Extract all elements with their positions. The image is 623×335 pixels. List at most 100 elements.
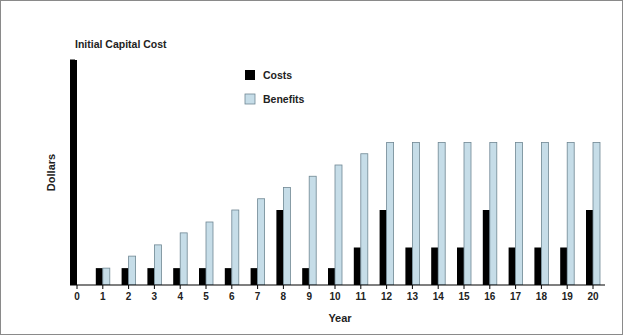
x-tick-label: 10 [329, 291, 341, 302]
bar [431, 248, 438, 286]
x-tick [102, 285, 103, 289]
bar [490, 143, 497, 286]
bar [276, 210, 283, 285]
x-tick [335, 285, 336, 289]
x-tick [206, 285, 207, 289]
bar [129, 256, 136, 285]
bar [173, 268, 180, 285]
bar [302, 268, 309, 285]
bar [387, 143, 394, 286]
y-tick [70, 247, 75, 248]
x-tick-label: 0 [74, 291, 80, 302]
x-tick [464, 285, 465, 289]
legend-swatch [245, 70, 255, 80]
bar [70, 60, 77, 285]
x-tick-label: 19 [562, 291, 574, 302]
bars [70, 60, 600, 285]
x-tick [180, 285, 181, 289]
bar [354, 248, 361, 286]
y-tick [70, 172, 75, 173]
x-tick [541, 285, 542, 289]
y-tick [70, 135, 75, 136]
y-tick [70, 97, 75, 98]
bar [309, 176, 316, 285]
x-tick [567, 285, 568, 289]
x-tick [257, 285, 258, 289]
x-tick-label: 9 [306, 291, 312, 302]
x-tick [309, 285, 310, 289]
bar [335, 165, 342, 285]
x-tick [489, 285, 490, 289]
bar [122, 268, 129, 285]
bar [457, 248, 464, 286]
bar [509, 248, 516, 286]
bar [147, 268, 154, 285]
x-tick-label: 2 [126, 291, 132, 302]
bar [593, 143, 600, 286]
bar [412, 143, 419, 286]
bar [258, 199, 265, 285]
bar [96, 268, 103, 285]
bar [232, 210, 239, 285]
bar [251, 268, 258, 285]
bar [483, 210, 490, 285]
bar [567, 143, 574, 286]
y-tick [70, 210, 75, 211]
x-tick [128, 285, 129, 289]
x-tick [360, 285, 361, 289]
x-tick [77, 285, 78, 289]
bar [206, 222, 213, 285]
bar [586, 210, 593, 285]
legend-label: Benefits [263, 93, 305, 105]
bar [225, 268, 232, 285]
bar [328, 268, 335, 285]
bar [180, 233, 187, 285]
x-tick-label: 14 [433, 291, 445, 302]
legend-label: Costs [263, 69, 292, 81]
x-tick [386, 285, 387, 289]
bar [283, 188, 290, 286]
x-tick-label: 1 [100, 291, 106, 302]
x-tick [438, 285, 439, 289]
x-tick-label: 3 [152, 291, 158, 302]
bar [516, 143, 523, 286]
x-tick [283, 285, 284, 289]
x-tick-label: 16 [484, 291, 496, 302]
x-tick-label: 4 [177, 291, 183, 302]
bar [380, 210, 387, 285]
x-tick-label: 17 [510, 291, 522, 302]
bar [103, 268, 110, 285]
bar [534, 248, 541, 286]
bar [405, 248, 412, 286]
x-tick-label: 11 [356, 291, 367, 302]
y-tick [70, 285, 75, 286]
bar [464, 143, 471, 286]
x-axis-label: Year [328, 312, 352, 324]
bar [541, 143, 548, 286]
x-tick-label: 18 [536, 291, 548, 302]
x-tick [515, 285, 516, 289]
x-tick-label: 6 [229, 291, 235, 302]
x-tick-label: 20 [587, 291, 599, 302]
x-tick-label: 12 [381, 291, 393, 302]
x-tick [231, 285, 232, 289]
bar [560, 248, 567, 286]
x-tick-label: 7 [255, 291, 261, 302]
x-tick-label: 15 [458, 291, 470, 302]
bar [361, 154, 368, 285]
x-tick [412, 285, 413, 289]
chart: 01234567891011121314151617181920YearDoll… [0, 0, 623, 335]
y-axis-label: Dollars [45, 154, 57, 191]
frame [1, 1, 623, 335]
bar [199, 268, 206, 285]
x-tick-label: 8 [281, 291, 287, 302]
bar [154, 245, 161, 285]
x-tick-label: 13 [407, 291, 419, 302]
bar [438, 143, 445, 286]
x-tick [593, 285, 594, 289]
legend-swatch [245, 94, 255, 104]
annotation: Initial Capital Cost [75, 38, 167, 50]
y-tick [70, 60, 75, 61]
x-tick [154, 285, 155, 289]
x-tick-label: 5 [203, 291, 209, 302]
